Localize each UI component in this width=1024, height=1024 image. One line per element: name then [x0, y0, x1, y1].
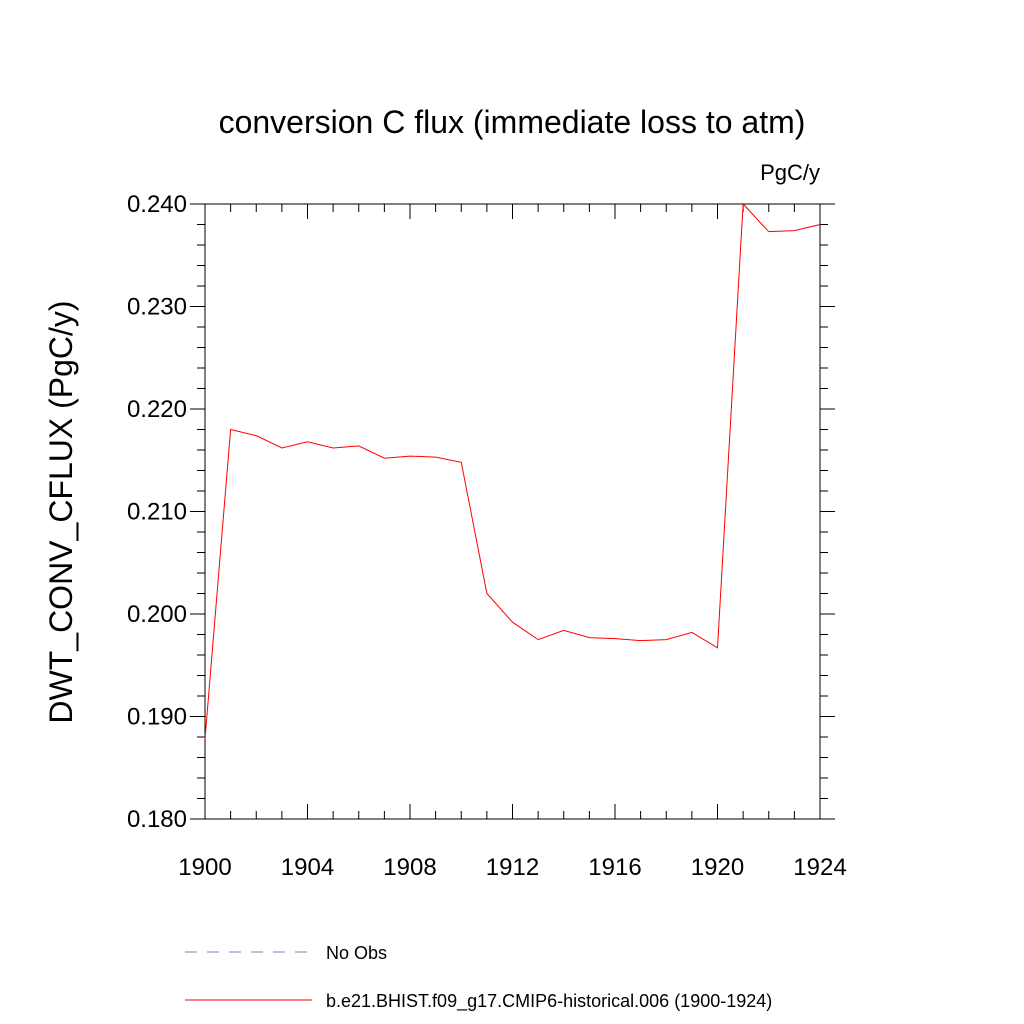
y-tick-label: 0.240 [127, 191, 187, 218]
legend: No Obs b.e21.BHIST.f09_g17.CMIP6-historic… [185, 943, 772, 1012]
legend-label-1: b.e21.BHIST.f09_g17.CMIP6-historical.006… [326, 991, 772, 1012]
x-tick-label: 1904 [281, 854, 334, 881]
x-tick-label: 1916 [588, 854, 641, 881]
plot-frame [204, 203, 821, 820]
legend-label-0: No Obs [326, 943, 387, 963]
x-tick-label: 1900 [178, 854, 231, 881]
x-tick-label: 1924 [793, 854, 846, 881]
y-tick-label: 0.180 [127, 806, 187, 833]
x-axis-ticks: 1900 1904 1908 1912 1916 1920 1924 [178, 204, 847, 881]
y-tick-label: 0.210 [127, 499, 187, 526]
y-tick-label: 0.200 [127, 601, 187, 628]
series-layer [204, 202, 821, 740]
x-tick-label: 1920 [691, 854, 744, 881]
x-tick-label: 1912 [486, 854, 539, 881]
chart-title: conversion C flux (immediate loss to atm… [219, 104, 806, 140]
y-axis-ticks: 0.180 0.190 0.200 0.210 0.220 0.230 0.240 [127, 191, 835, 833]
x-tick-label: 1908 [383, 854, 436, 881]
y-tick-label: 0.230 [127, 294, 187, 321]
y-tick-label: 0.220 [127, 396, 187, 423]
y-tick-label: 0.190 [127, 704, 187, 731]
units-label: PgC/y [760, 160, 820, 185]
y-axis-label: DWT_CONV_CFLUX (PgC/y) [43, 300, 79, 723]
series-line-1 [204, 202, 821, 740]
